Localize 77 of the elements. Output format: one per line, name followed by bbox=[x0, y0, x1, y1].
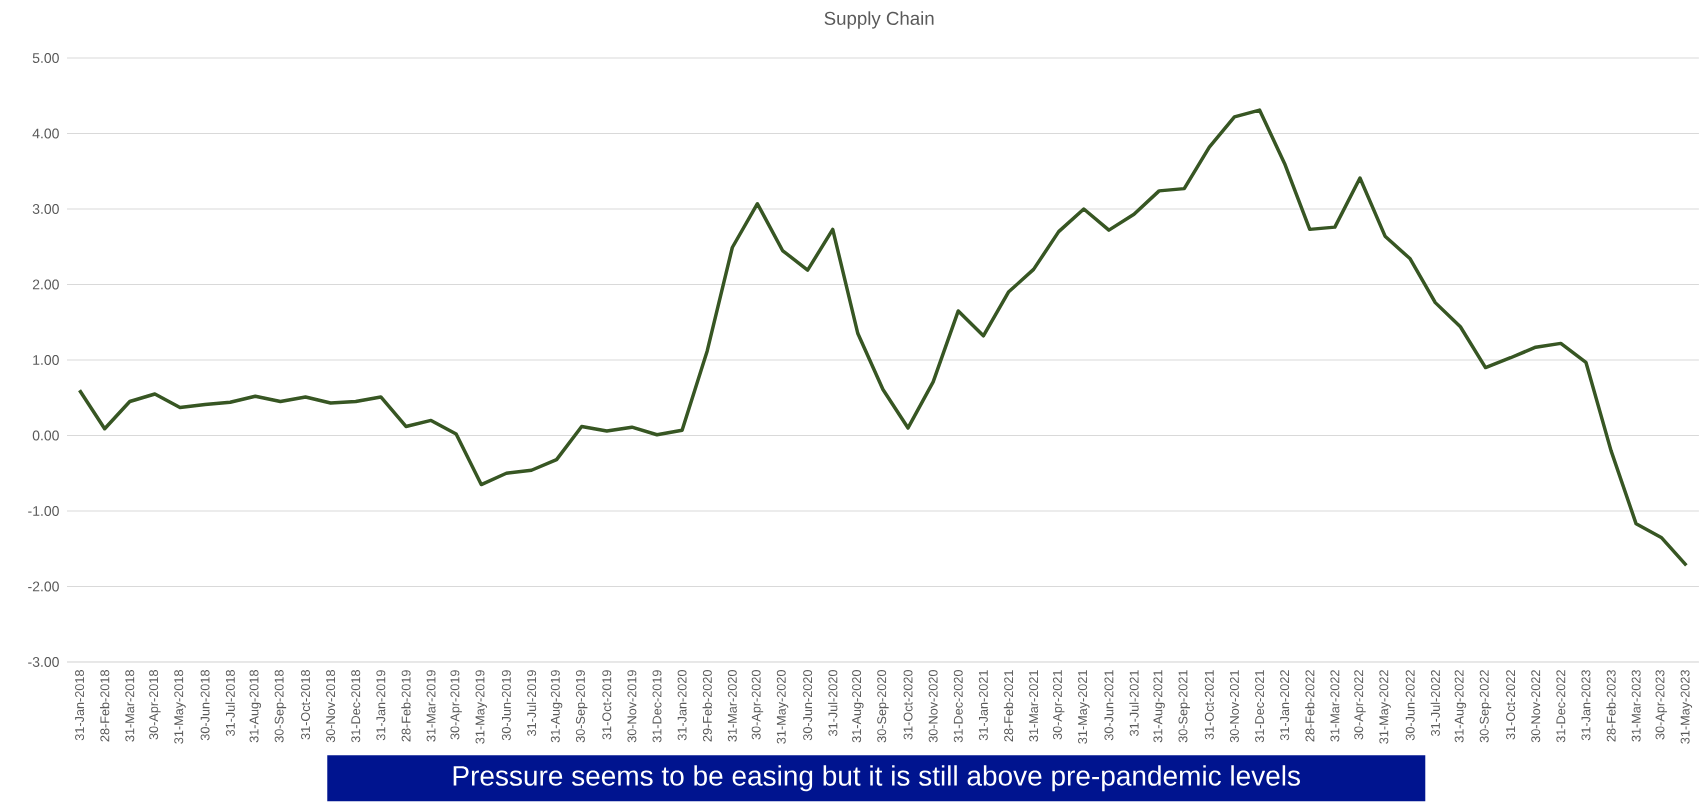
x-tick-label: 31-Aug-2021 bbox=[1153, 670, 1165, 743]
x-tick-label: 31-Mar-2022 bbox=[1330, 670, 1340, 742]
x-tick-label: 30-Sep-2021 bbox=[1178, 670, 1190, 743]
x-tick-label: 31-Jan-2022 bbox=[1280, 670, 1290, 741]
x-tick-label: 31-Oct-2020 bbox=[903, 670, 913, 740]
x-tick-label: 31-Mar-2023 bbox=[1631, 670, 1641, 742]
x-tick-label: 28-Feb-2023 bbox=[1606, 670, 1616, 742]
x-tick-label: 31-Jan-2023 bbox=[1581, 670, 1591, 741]
x-tick-label: 31-Oct-2019 bbox=[602, 670, 612, 740]
chart-title: Supply Chain bbox=[824, 11, 934, 29]
x-tick-label: 30-Sep-2019 bbox=[575, 670, 588, 743]
y-tick-label: -2.00 bbox=[28, 581, 59, 592]
x-tick-label: 31-Jul-2022 bbox=[1430, 670, 1440, 736]
x-tick-label: 31-Jul-2018 bbox=[225, 670, 235, 736]
x-tick-label: 30-Jun-2019 bbox=[501, 670, 511, 741]
x-tick-label: 30-Apr-2022 bbox=[1354, 670, 1366, 740]
x-tick-label: 30-Jun-2020 bbox=[803, 670, 813, 741]
x-tick-label: 31-Oct-2021 bbox=[1204, 670, 1214, 740]
x-tick-label: 31-Dec-2018 bbox=[351, 670, 361, 743]
x-tick-label: 31-Jan-2019 bbox=[376, 670, 386, 741]
y-tick-label: 1.00 bbox=[33, 355, 59, 365]
x-tick-label: 31-May-2023 bbox=[1680, 670, 1693, 744]
x-tick-label: 30-Apr-2021 bbox=[1052, 670, 1065, 740]
y-tick-label: 4.00 bbox=[32, 128, 59, 139]
x-tick-label: 31-Dec-2021 bbox=[1255, 670, 1265, 743]
x-tick-label: 31-Aug-2018 bbox=[249, 670, 262, 743]
x-tick-label: 31-Jul-2019 bbox=[526, 670, 537, 736]
x-tick-label: 31-May-2021 bbox=[1078, 670, 1090, 744]
x-tick-label: 30-Apr-2019 bbox=[450, 670, 462, 740]
x-tick-label: 31-May-2018 bbox=[174, 670, 186, 744]
x-tick-label: 28-Feb-2021 bbox=[1003, 670, 1014, 742]
x-tick-label: 30-Nov-2021 bbox=[1229, 670, 1239, 743]
y-tick-label: 3.00 bbox=[32, 204, 59, 214]
y-tick-label: -1.00 bbox=[28, 506, 59, 516]
x-tick-label: 31-Aug-2019 bbox=[550, 670, 563, 743]
x-tick-label: 31-Mar-2019 bbox=[426, 670, 436, 742]
y-tick-label: 5.00 bbox=[32, 53, 59, 63]
x-tick-label: 31-Jul-2020 bbox=[828, 670, 838, 736]
x-tick-label: 30-Nov-2022 bbox=[1531, 670, 1541, 743]
x-tick-label: 31-May-2019 bbox=[475, 670, 487, 744]
x-tick-label: 31-Dec-2022 bbox=[1556, 670, 1566, 743]
y-tick-label: -3.00 bbox=[28, 657, 59, 667]
x-tick-label: 28-Feb-2019 bbox=[401, 670, 411, 742]
x-tick-label: 30-Apr-2020 bbox=[751, 670, 764, 740]
x-tick-label: 29-Feb-2020 bbox=[702, 670, 712, 742]
x-tick-label: 31-Jan-2018 bbox=[75, 670, 85, 741]
x-tick-label: 30-Nov-2018 bbox=[326, 670, 336, 743]
line-series bbox=[77, 108, 1689, 568]
x-tick-label: 28-Feb-2022 bbox=[1305, 670, 1315, 742]
text: Pressure seems to be easing but it is still above pre-pandemic levels bbox=[453, 765, 1300, 792]
x-tick-label: 30-Nov-2020 bbox=[928, 670, 938, 743]
x-tick-label: 31-Aug-2022 bbox=[1454, 670, 1467, 743]
x-tick-label: 30-Sep-2018 bbox=[274, 670, 287, 743]
x-tick-label: 30-Jun-2021 bbox=[1104, 670, 1114, 741]
x-tick-label: 31-Dec-2019 bbox=[652, 670, 662, 743]
x-tick-label: 30-Sep-2020 bbox=[877, 670, 889, 743]
x-tick-label: 31-May-2022 bbox=[1379, 670, 1391, 744]
y-tick-label: 2.00 bbox=[32, 279, 59, 290]
x-tick-label: 30-Jun-2022 bbox=[1405, 670, 1415, 741]
x-tick-label: 31-Mar-2021 bbox=[1029, 670, 1039, 742]
x-tick-label: 30-Jun-2018 bbox=[200, 670, 210, 741]
x-tick-label: 30-Nov-2019 bbox=[627, 670, 637, 743]
x-tick-label: 31-Jan-2021 bbox=[978, 670, 988, 741]
x-tick-label: 31-Oct-2022 bbox=[1506, 670, 1516, 740]
x-tick-label: 30-Apr-2018 bbox=[149, 670, 161, 740]
x-tick-label: 30-Sep-2022 bbox=[1479, 670, 1492, 743]
x-tick-label: 31-Mar-2020 bbox=[727, 670, 737, 742]
x-tick-label: 31-Mar-2018 bbox=[125, 670, 135, 742]
x-tick-label: 31-Jul-2021 bbox=[1129, 670, 1139, 736]
x-tick-label: 31-May-2020 bbox=[776, 670, 789, 744]
x-tick-label: 30-Apr-2023 bbox=[1655, 670, 1667, 740]
x-tick-label: 31-Aug-2020 bbox=[852, 670, 864, 743]
x-tick-label: 31-Dec-2020 bbox=[953, 670, 963, 743]
x-tick-label: 31-Jan-2020 bbox=[677, 670, 687, 741]
x-tick-label: 28-Feb-2018 bbox=[100, 670, 110, 742]
x-tick-label: 31-Oct-2018 bbox=[301, 670, 310, 740]
y-tick-label: 0.00 bbox=[32, 430, 59, 441]
